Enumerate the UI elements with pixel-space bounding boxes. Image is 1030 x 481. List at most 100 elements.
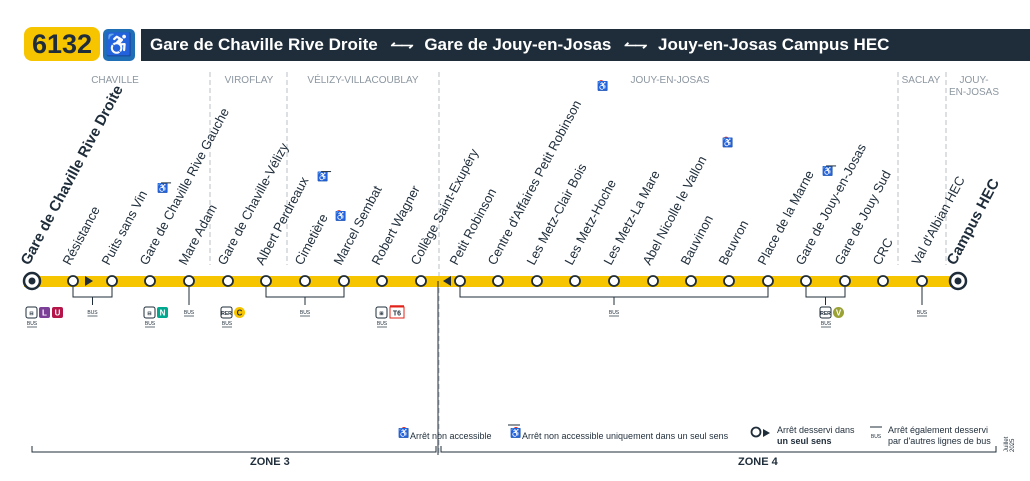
train-icon: [143, 306, 156, 319]
line-badge-U-text: U: [55, 309, 61, 318]
legend-oneway-triangle-icon: [763, 429, 770, 437]
bus-bracket-jouy: [805, 287, 846, 298]
not-accessible-icon: [723, 136, 730, 143]
wheelchair-icon: ♿: [722, 137, 733, 148]
commune-viroflay: VIROFLAY: [224, 75, 274, 86]
stop-marker: [415, 275, 427, 287]
tram-icon-text: ⊞: [379, 311, 383, 317]
rer-icon: [220, 306, 233, 319]
stop-marker: [569, 275, 581, 287]
oneway-triangle-icon: [443, 276, 451, 286]
wheelchair-icon: ♿: [597, 80, 608, 91]
zone-4-label: ZONE 4: [738, 456, 778, 468]
legend-oneway-icon: [513, 427, 519, 433]
train-icon-text: ⊟: [29, 311, 33, 317]
bus-label: BUS: [27, 321, 38, 327]
commune-jouy-en-josas: JOUY-EN-JOSAS: [630, 75, 710, 86]
stop-label: CRC: [869, 235, 895, 267]
route-title-bar: Gare de Chaville Rive Droite ↼⇁ Gare de …: [141, 29, 1030, 61]
stop-marker: [144, 275, 156, 287]
terminus-dot: [954, 277, 962, 285]
commune-chaville: CHAVILLE: [91, 75, 139, 86]
stop-marker: [222, 275, 234, 287]
commune-saclay: SACLAY: [901, 75, 941, 86]
legend-not-accessible-label: Arrêt non accessible: [410, 431, 492, 441]
stop-marker: [647, 275, 659, 287]
line-badge-V: [833, 307, 844, 318]
edition-date: Juillet 2025: [1004, 436, 1016, 452]
wheelchair-icon: ♿: [335, 210, 346, 221]
stop-label: Cimetière: [291, 211, 330, 267]
zone-3-bracket: [31, 446, 437, 453]
line-badge-N-text: N: [160, 309, 166, 318]
stop-label: Résistance: [59, 204, 102, 268]
bus-label: BUS: [145, 321, 156, 327]
legend-oneway-not-accessible: Arrêt non accessible uniquement dans un …: [522, 431, 728, 442]
wheelchair-icon: ♿: [157, 182, 168, 193]
bidirectional-arrow-icon: ↼⇁: [390, 37, 413, 54]
legend-also-served-1: Arrêt également desservi: [888, 425, 989, 435]
legend-also-served: Arrêt également desservi par d'autres li…: [888, 425, 991, 447]
stop-marker: [454, 275, 466, 287]
stop-marker: [106, 275, 118, 287]
line-badge-V-text: V: [836, 309, 842, 318]
wheelchair-icon: ♿: [510, 427, 521, 438]
legend-also-served-2: par d'autres lignes de bus: [888, 436, 991, 446]
route-terminus-b: Jouy-en-Josas Campus HEC: [658, 35, 890, 54]
legend-oneway-served-1: Arrêt desservi dans: [777, 425, 855, 435]
bus-label: BUS: [377, 321, 388, 327]
legend-oneway-served: Arrêt desservi dans un seul sens: [777, 425, 855, 447]
wheelchair-icon: ♿: [822, 165, 833, 176]
wheelchair-icon: ♿: [398, 427, 409, 438]
bus-label: BUS: [609, 310, 620, 316]
commune-jouy-en-josas-2: JOUY- EN-JOSAS: [948, 75, 999, 98]
stop-label: Mare Adam: [175, 202, 219, 268]
zone-3-label: ZONE 3: [250, 456, 290, 468]
bidirectional-arrow-icon: ↼⇁: [624, 37, 647, 54]
stop-marker: [800, 275, 812, 287]
connections: BUS BUS BUS BUS BUS BUS ⊟ LU BUS ⊟ N BUS RER C BUS ⊞ T6 B…: [25, 287, 928, 328]
train-icon: [25, 306, 38, 319]
line-badge-L: [39, 307, 50, 318]
terminus-dot: [28, 277, 36, 285]
legend-stop-icon: [750, 426, 762, 438]
stop-labels: Gare de Chaville Rive DroiteRésistancePu…: [18, 80, 1003, 268]
bus-bracket-robinson: [459, 287, 769, 298]
not-accessible-icon: [598, 80, 605, 87]
legend-not-accessible: Arrêt non accessible: [410, 431, 492, 442]
legend-bus-label: BUS: [871, 434, 882, 440]
stop-marker: [685, 275, 697, 287]
line-badge-T6: [389, 306, 405, 319]
line-number-badge: 6132: [24, 27, 100, 61]
line-badge-N: [157, 307, 168, 318]
stop-marker: [877, 275, 889, 287]
stop-label: Gare de Jouy-en-Josas: [792, 141, 869, 268]
rer-icon: [819, 306, 832, 319]
bus-label: BUS: [821, 321, 832, 327]
stop-marker: [608, 275, 620, 287]
stop-label: Beuvron: [715, 218, 751, 268]
stop-marker: [839, 275, 851, 287]
stop-marker: [299, 275, 311, 287]
stop-label: Bauvinon: [677, 212, 716, 267]
rer-icon-text: RER: [221, 311, 232, 317]
line-badge-L-text: L: [42, 309, 47, 318]
zone-4-bracket: [440, 446, 997, 453]
stop-marker: [67, 275, 79, 287]
not-accessible-icon: [336, 210, 343, 217]
line-badge-C-text: C: [237, 309, 243, 318]
oneway-triangle-icon: [85, 276, 93, 286]
commune-velizy: VÉLIZY-VILLACOUBLAY: [307, 75, 419, 86]
wheelchair-icon: ♿: [103, 29, 135, 61]
legend-oneway-label: Arrêt non accessible uniquement dans un …: [522, 431, 729, 441]
bus-label: BUS: [917, 310, 928, 316]
stop-marker: [492, 275, 504, 287]
stop-marker: [762, 275, 774, 287]
stop-marker: [531, 275, 543, 287]
train-icon-text: ⊟: [147, 311, 151, 317]
stop-marker: [376, 275, 388, 287]
rer-icon-text: RER: [820, 311, 831, 317]
tram-icon: [375, 306, 388, 319]
stop-markers: [22, 271, 968, 455]
